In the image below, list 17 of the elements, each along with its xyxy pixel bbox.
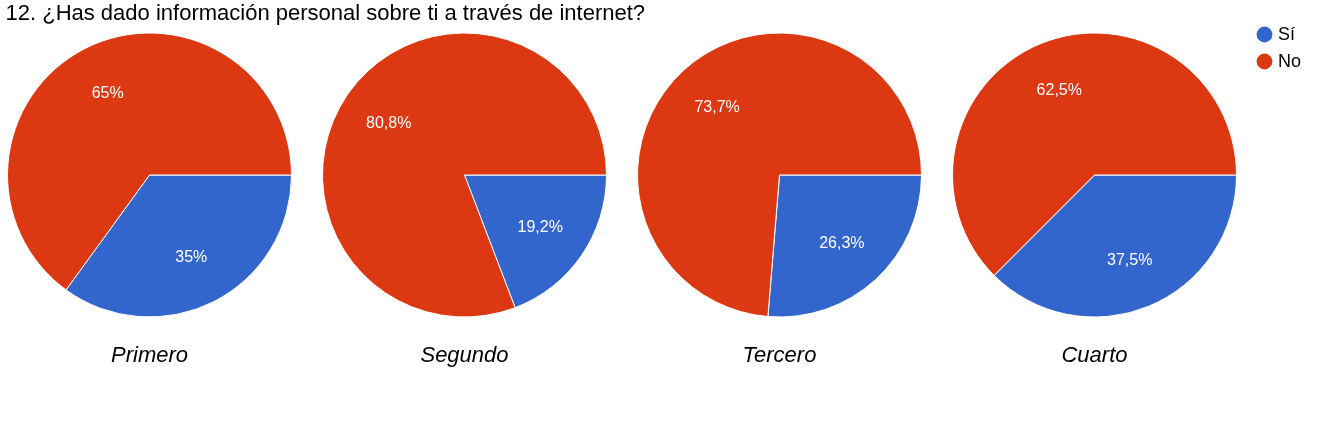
data-label: 62,5% — [1036, 81, 1082, 98]
text: Primero — [110, 342, 189, 367]
text: Cuarto — [1061, 342, 1128, 367]
data-label: 35% — [175, 247, 208, 265]
legend-label: No — [1278, 50, 1302, 71]
data-label: 26,3% — [819, 233, 865, 251]
data-label: 37,5% — [1107, 251, 1153, 268]
pie-slice — [637, 32, 922, 318]
text: Segundo — [420, 342, 509, 367]
text: Tercero — [742, 342, 817, 367]
legend-label: Sí — [1278, 23, 1296, 44]
data-label: 65% — [91, 84, 124, 102]
data-label: 73,7% — [694, 98, 740, 116]
chart-title: 12. ¿Has dado información personal sobre ti a través de internet? — [5, 0, 646, 25]
data-label: 19,2% — [517, 218, 563, 236]
pie-slice — [322, 32, 607, 318]
data-label: 80,8% — [366, 113, 412, 131]
